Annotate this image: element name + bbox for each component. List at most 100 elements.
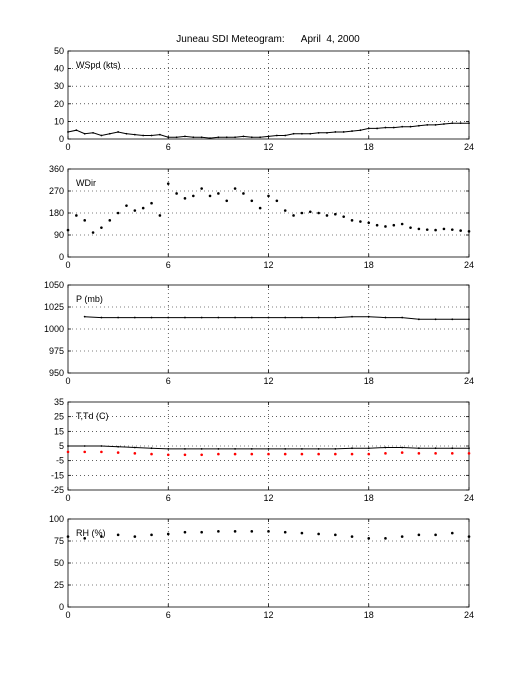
- data-point: [417, 227, 421, 231]
- data-point: [150, 533, 153, 537]
- data-point: [233, 187, 237, 190]
- x-tick-label: 18: [364, 142, 374, 152]
- x-tick-label: 12: [263, 610, 273, 620]
- data-point: [208, 194, 212, 198]
- y-tick-label: 1025: [44, 302, 64, 312]
- x-tick-label: 0: [65, 260, 70, 270]
- data-point: [250, 199, 254, 203]
- panel-label: T,Td (C): [76, 411, 109, 421]
- data-point: [392, 126, 395, 129]
- x-tick-label: 24: [464, 376, 474, 386]
- data-point: [351, 315, 353, 318]
- data-point: [75, 129, 78, 132]
- data-point: [417, 318, 420, 321]
- data-point: [401, 446, 404, 449]
- data-point: [267, 452, 270, 456]
- data-point: [141, 206, 145, 210]
- data-point: [83, 445, 86, 447]
- data-point: [150, 452, 153, 456]
- data-point: [166, 532, 170, 536]
- y-tick-label: 270: [49, 186, 64, 196]
- x-tick-label: 24: [464, 493, 474, 503]
- data-point: [284, 134, 287, 137]
- data-point: [200, 187, 203, 190]
- data-point: [409, 125, 412, 128]
- data-point: [359, 220, 362, 223]
- data-point: [400, 535, 404, 538]
- y-tick-label: 0: [59, 134, 64, 144]
- data-point: [334, 448, 337, 450]
- data-point: [350, 452, 354, 456]
- data-point: [192, 136, 195, 139]
- data-point: [175, 192, 178, 195]
- data-point: [325, 214, 329, 217]
- data-point: [234, 448, 236, 450]
- data-point: [259, 136, 262, 139]
- data-point: [217, 452, 220, 456]
- x-tick-label: 0: [65, 610, 70, 620]
- data-point: [384, 537, 387, 540]
- data-point: [284, 448, 287, 450]
- data-point: [125, 204, 128, 207]
- data-point: [467, 535, 471, 538]
- data-point: [301, 448, 303, 450]
- data-point: [409, 226, 412, 229]
- panel-label: RH (%): [76, 528, 106, 538]
- data-point: [417, 124, 420, 127]
- wind-speed-panel: 0 6 12 18 24 0 10 20 30 40 50 WSpd (kts): [54, 46, 474, 152]
- data-point: [468, 122, 470, 125]
- data-point: [200, 316, 203, 319]
- data-point: [359, 129, 362, 132]
- data-point: [334, 452, 337, 456]
- data-point: [100, 450, 103, 454]
- data-point: [242, 192, 245, 195]
- data-point: [267, 530, 270, 533]
- data-point: [309, 132, 312, 135]
- data-point: [150, 447, 153, 450]
- y-tick-label: 15: [54, 426, 64, 436]
- data-point: [116, 533, 120, 537]
- y-tick-label: -25: [51, 485, 64, 495]
- y-tick-label: 50: [54, 558, 64, 568]
- data-point: [434, 124, 437, 126]
- data-point: [301, 316, 303, 319]
- data-point: [91, 231, 95, 234]
- data-point: [434, 533, 437, 537]
- data-point: [275, 199, 279, 203]
- data-point: [183, 530, 187, 534]
- data-point: [192, 194, 195, 198]
- data-point: [334, 533, 337, 537]
- data-point: [350, 535, 354, 538]
- data-point: [116, 211, 120, 215]
- data-point: [250, 136, 253, 139]
- data-point: [217, 136, 220, 139]
- data-point: [400, 451, 404, 454]
- data-point: [217, 530, 220, 533]
- data-point: [209, 137, 211, 140]
- data-point: [351, 130, 353, 132]
- data-point: [384, 452, 387, 455]
- data-point: [66, 450, 70, 454]
- data-point: [116, 451, 120, 454]
- data-point: [367, 127, 370, 130]
- data-point: [459, 122, 462, 125]
- data-point: [83, 219, 87, 222]
- data-point: [67, 131, 69, 133]
- data-point: [392, 223, 396, 227]
- x-tick-label: 18: [364, 376, 374, 386]
- data-point: [150, 316, 153, 319]
- y-tick-label: 180: [49, 208, 64, 218]
- panel-label: P (mb): [76, 294, 103, 304]
- data-point: [225, 136, 228, 139]
- data-point: [166, 182, 170, 185]
- x-tick-label: 0: [65, 493, 70, 503]
- data-point: [384, 316, 387, 319]
- data-point: [317, 211, 320, 215]
- data-point: [317, 131, 320, 134]
- data-point: [158, 214, 162, 217]
- y-tick-label: 1000: [44, 324, 64, 334]
- data-point: [451, 122, 454, 125]
- data-point: [267, 316, 270, 319]
- x-tick-label: 6: [166, 142, 171, 152]
